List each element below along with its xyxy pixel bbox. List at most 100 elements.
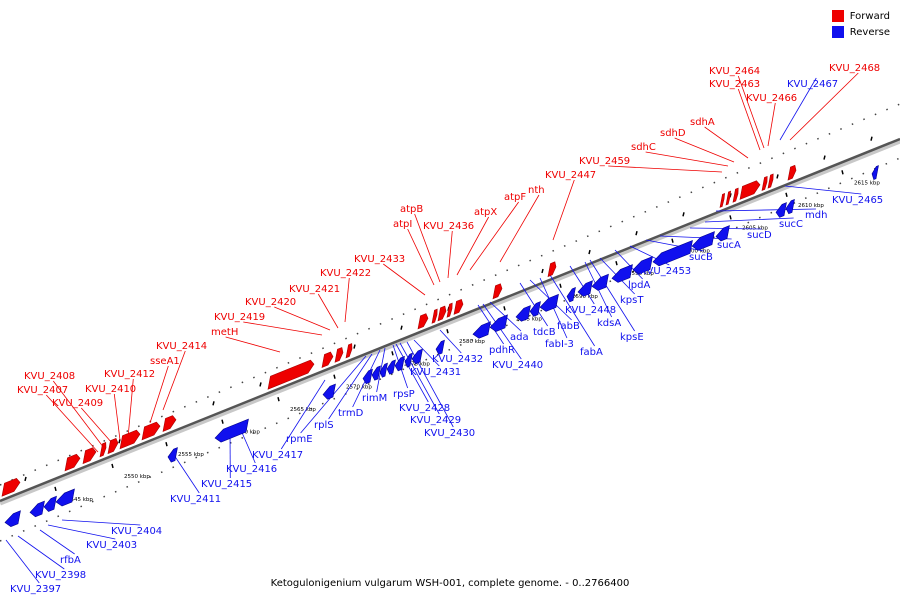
scale-tick <box>111 463 114 469</box>
reverse-gene-label-sucb: sucB <box>689 252 713 263</box>
reverse-gene <box>386 359 396 375</box>
reverse-gene-label-kvu_2453: KVU_2453 <box>640 266 691 277</box>
leader-line <box>499 194 540 263</box>
leader-line <box>171 451 200 494</box>
reverse-gene-label-kvu_2411: KVU_2411 <box>170 494 221 505</box>
reverse-gene-label-kvu_2398: KVU_2398 <box>35 570 86 581</box>
strand-tick <box>541 268 544 274</box>
forward-gene <box>719 193 726 208</box>
forward-gene-label-kvu_2468: KVU_2468 <box>829 63 880 74</box>
scale-tick <box>559 283 562 288</box>
forward-gene <box>345 343 353 359</box>
scale-tick <box>785 192 788 198</box>
strand-tick <box>635 231 638 236</box>
leader-line <box>477 304 504 345</box>
scale-tick-label: 2585 kbp <box>516 316 542 322</box>
figure-caption: Ketogulonigenium vulgarum WSH-001, compl… <box>270 578 630 589</box>
forward-gene <box>492 283 503 300</box>
forward-gene <box>547 261 557 278</box>
leader-line <box>5 539 40 584</box>
leader-line <box>439 329 462 354</box>
reverse-gene-label-kdsa: kdsA <box>597 318 621 329</box>
reverse-gene-label-rpsp: rpsP <box>393 389 415 400</box>
strand-tick <box>259 382 262 387</box>
forward-gene <box>334 347 344 363</box>
scale-tick-label: 2595 kbp <box>628 271 654 277</box>
strand-tick <box>212 401 215 406</box>
forward-gene <box>453 299 464 315</box>
leader-line <box>317 293 339 329</box>
leader-line <box>413 339 440 367</box>
reverse-gene <box>577 280 593 297</box>
reverse-gene-label-sucd: sucD <box>747 230 772 241</box>
leader-line <box>715 208 816 212</box>
scale-tick-label: 2570 kbp <box>346 385 372 391</box>
leader-line <box>45 394 99 453</box>
forward-gene <box>732 187 739 203</box>
reverse-swatch <box>831 26 844 38</box>
leader-line <box>225 336 281 353</box>
forward-gene <box>99 442 107 458</box>
reverse-gene-label-kvu_2440: KVU_2440 <box>492 360 543 371</box>
leader-line <box>447 230 453 279</box>
reverse-gene-label-tdcb: tdcB <box>533 327 556 338</box>
leader-line <box>779 77 817 141</box>
leader-line <box>280 379 326 450</box>
reverse-gene-label-kpst: kpsT <box>620 295 644 306</box>
strand-tick <box>776 174 779 179</box>
reverse-gene-label-rfba: rfbA <box>60 555 81 566</box>
reverse-track-guide <box>0 157 900 542</box>
reverse-gene <box>632 256 653 275</box>
reverse-gene <box>775 202 787 218</box>
strand-tick <box>353 344 356 349</box>
strand-tick <box>823 155 826 160</box>
forward-gene-label-kvu_2422: KVU_2422 <box>320 268 371 279</box>
scale-tick <box>729 215 732 220</box>
reverse-gene <box>529 301 541 317</box>
forward-gene-label-atpi: atpI <box>393 219 412 230</box>
forward-gene-label-kvu_2433: KVU_2433 <box>354 254 405 265</box>
scale-tick <box>503 306 506 311</box>
scale-tick-label: 2590 kbp <box>572 294 598 300</box>
forward-gene-label-kvu_2464: KVU_2464 <box>709 66 760 77</box>
reverse-gene <box>871 165 879 180</box>
reverse-gene <box>652 239 693 267</box>
forward-gene-label-kvu_2410: KVU_2410 <box>85 384 136 395</box>
reverse-gene-label-kpse: kpsE <box>620 332 644 343</box>
scale-tick-label: 2560 kbp <box>234 430 260 436</box>
scale-tick-label: 2580 kbp <box>459 339 485 345</box>
leader-line <box>645 239 704 252</box>
leader-line <box>113 393 121 441</box>
legend-reverse: Reverse <box>831 24 890 40</box>
forward-gene-label-kvu_2463: KVU_2463 <box>709 79 760 90</box>
leader-line <box>243 321 323 336</box>
leader-line <box>589 259 635 332</box>
reverse-gene-label-kvu_2430: KVU_2430 <box>424 428 475 439</box>
forward-gene-label-kvu_2419: KVU_2419 <box>214 312 265 323</box>
leader-line <box>737 75 765 149</box>
reverse-gene <box>489 314 508 332</box>
leader-line <box>162 350 186 411</box>
scale-tick <box>391 351 394 356</box>
reverse-gene-label-pdhr: pdhR <box>489 345 515 356</box>
reverse-gene <box>515 305 531 322</box>
leader-line <box>789 72 859 141</box>
leader-line <box>784 185 862 195</box>
reverse-gene <box>371 365 381 381</box>
forward-gene-label-ssea1: sseA1 <box>150 356 180 367</box>
scale-tick-label: 2600 kbp <box>684 249 710 255</box>
reverse-gene <box>566 287 576 303</box>
leader-line <box>469 201 519 271</box>
leader-line <box>52 380 105 449</box>
leader-line <box>61 519 141 526</box>
scale-tick-label: 2545 kbp <box>67 497 93 503</box>
reverse-gene-label-fabi-3: fabI-3 <box>545 339 574 350</box>
forward-gene <box>119 429 141 450</box>
leader-line <box>407 228 435 286</box>
reverse-gene <box>404 352 413 368</box>
forward-gene-label-atpb: atpB <box>400 204 423 215</box>
leader-line <box>399 342 440 415</box>
forward-gene-label-sdhc: sdhC <box>631 142 656 153</box>
reverse-gene <box>691 231 715 251</box>
